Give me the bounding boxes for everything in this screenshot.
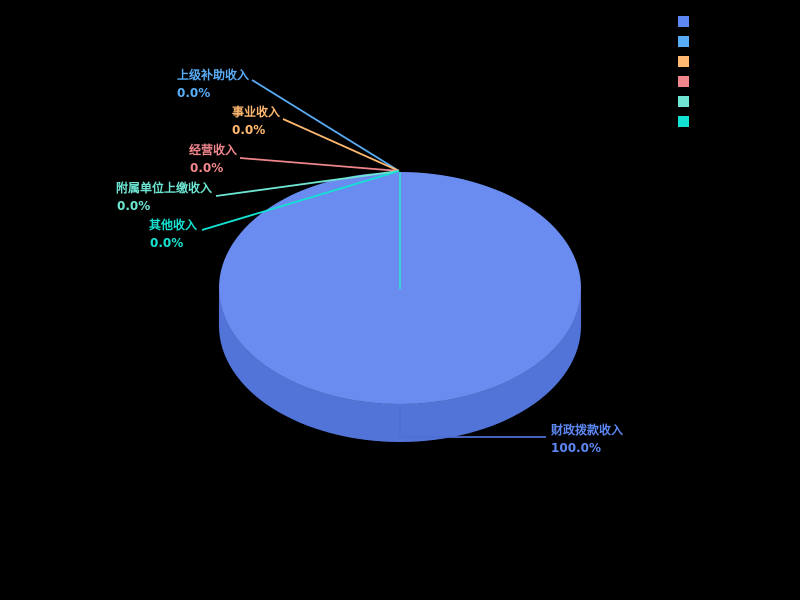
leader-line-fiscal-appropriation-income	[399, 406, 546, 438]
slice-label-superior-subsidy-income: 上级补助收入	[177, 68, 250, 82]
slice-label-fiscal-appropriation-income: 财政拨款收入	[551, 423, 624, 437]
pct-label-affiliated-unit-income: 0.0%	[117, 199, 151, 213]
legend-swatch-superior-subsidy-income[interactable]	[678, 36, 689, 47]
leader-line-superior-subsidy-income	[251, 79, 400, 172]
slice-label-business-income: 经营收入	[189, 143, 238, 157]
legend-swatch-other-income[interactable]	[678, 116, 689, 127]
legend-swatch-business-income[interactable]	[678, 76, 689, 87]
slice-label-operational-income: 事业收入	[232, 105, 281, 119]
pct-label-superior-subsidy-income: 0.0%	[177, 86, 211, 100]
pie-side	[219, 288, 581, 442]
legend-swatch-fiscal-appropriation-income[interactable]	[678, 16, 689, 27]
leader-line-affiliated-unit-income	[215, 170, 400, 197]
leader-line-business-income	[239, 157, 400, 172]
pct-label-business-income: 0.0%	[190, 161, 224, 175]
slice-label-affiliated-unit-income: 附属单位上缴收入	[116, 181, 213, 195]
legend-swatch-affiliated-unit-income[interactable]	[678, 96, 689, 107]
pct-label-fiscal-appropriation-income: 100.0%	[551, 441, 601, 455]
pct-label-other-income: 0.0%	[150, 236, 184, 250]
legend	[678, 16, 689, 127]
leader-line-operational-income	[282, 118, 400, 172]
leader-line-other-income	[201, 170, 400, 231]
slice-label-other-income: 其他收入	[149, 218, 198, 232]
pct-label-operational-income: 0.0%	[232, 123, 266, 137]
legend-swatch-operational-income[interactable]	[678, 56, 689, 67]
